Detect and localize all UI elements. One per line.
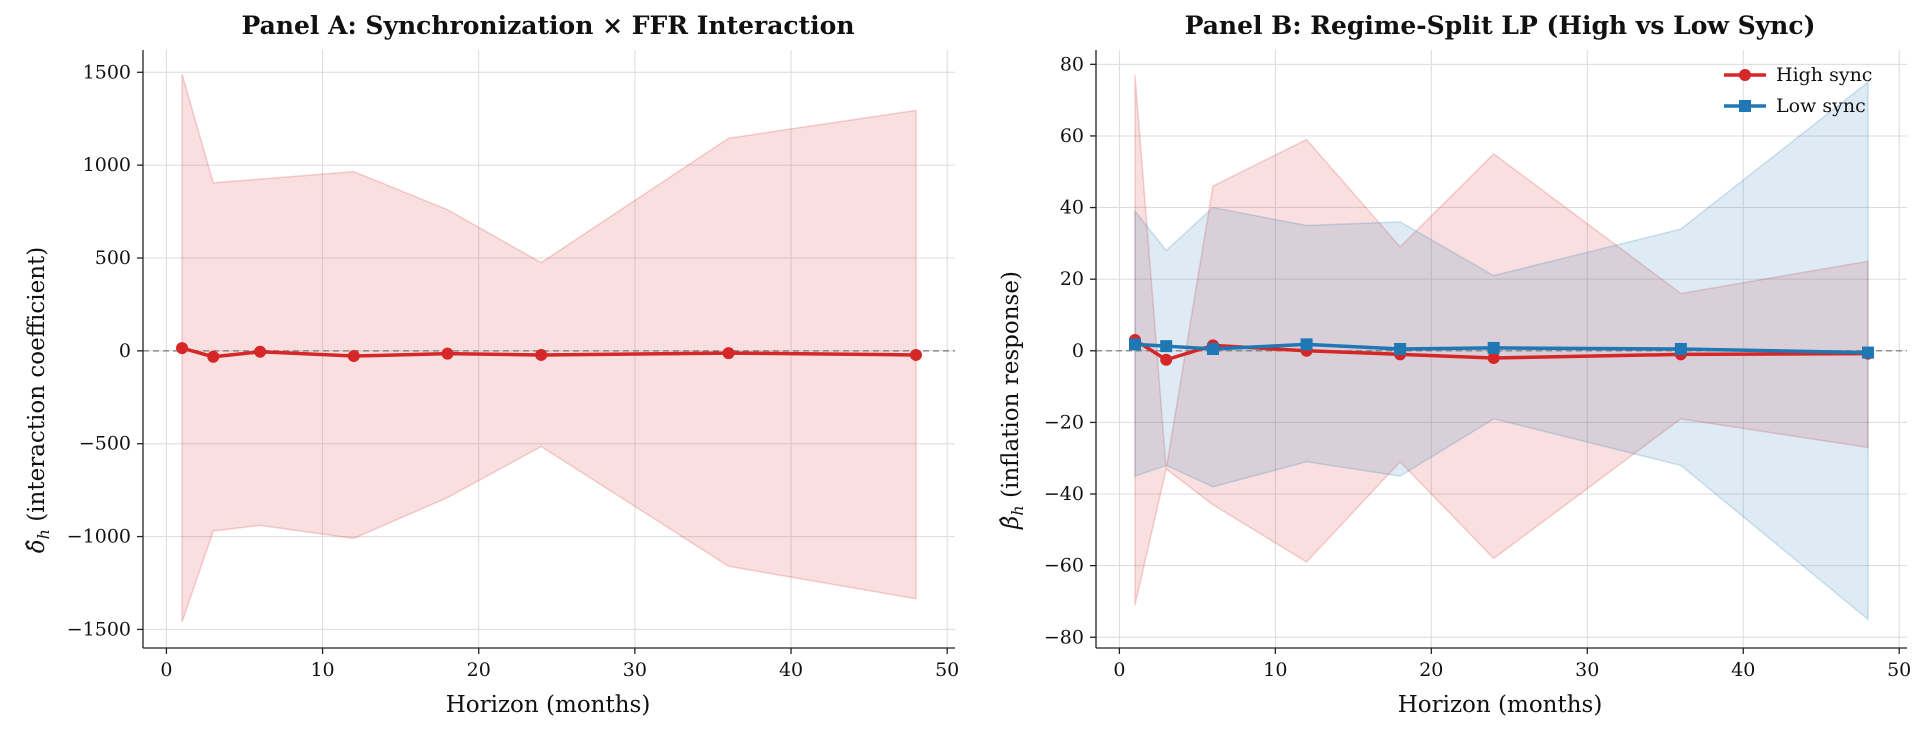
panel-a-series-0-point-4	[441, 347, 454, 360]
panel-a-series-0-point-2	[254, 345, 267, 358]
panel-b-legend-label-0: High sync	[1776, 64, 1872, 86]
panel-b-confidence-band-0	[1134, 75, 1869, 606]
panel-b-y-axis-text: (inflation response)	[998, 271, 1024, 498]
panel-a-title: Panel A: Synchronization × FFR Interacti…	[241, 11, 854, 40]
panel-a-series-0-point-7	[909, 348, 922, 361]
panel-a-chart: Panel A: Synchronization × FFR Interacti…	[24, 11, 959, 718]
panel-a-y-axis-subscript: h	[34, 529, 53, 539]
panel-b-y-tick-label-4: 0	[1072, 340, 1084, 362]
panel-b-y-tick-label-1: −60	[1044, 555, 1084, 577]
panel-a-y-axis-label: δ̂h (interaction coefficient)	[24, 247, 53, 554]
panel-b-series-line-1	[1134, 342, 1869, 355]
panel-a-x-tick-label-1: 10	[310, 659, 334, 681]
panel-a-x-axis-label: Horizon (months)	[446, 692, 651, 718]
panel-a-axes: 0 10 20 30 40 50 −1500 −1000 −500 0 500 1000 1500	[67, 50, 959, 681]
panel-b-x-tick-label-1: 10	[1263, 659, 1287, 681]
panel-a-series-0-point-0	[176, 342, 189, 355]
panel-b-series-line-0	[1134, 338, 1869, 362]
panel-a-y-tick-label-2: −500	[79, 433, 131, 455]
panel-b-series-1-point-0	[1128, 338, 1141, 351]
panel-b-legend-marker-0	[1739, 69, 1751, 81]
panel-a-x-tick-label-5: 50	[935, 659, 959, 681]
panel-a-y-tick-label-0: −1500	[67, 618, 131, 640]
panel-b-series-0-point-5	[1487, 351, 1500, 364]
panel-b-y-tick-label-6: 40	[1060, 197, 1084, 219]
panel-a-x-tick-label-3: 30	[623, 659, 647, 681]
panel-b-x-tick-label-4: 40	[1731, 659, 1755, 681]
panel-b-series-1-point-7	[1862, 346, 1875, 359]
panel-b-legend: High sync Low sync	[1724, 64, 1872, 117]
panel-a-series-0-point-1	[207, 350, 220, 363]
panel-a-y-axis-symbol: δ̂	[24, 539, 50, 553]
panel-a-series-0-point-3	[347, 350, 360, 363]
panel-b-y-axis-label: β̂h (inflation response)	[998, 271, 1027, 530]
panel-b-y-tick-label-3: −20	[1044, 411, 1084, 433]
panel-b-legend-marker-1	[1739, 100, 1751, 112]
panel-a-y-tick-label-1: −1000	[67, 526, 131, 548]
panel-a-y-tick-label-3: 0	[119, 340, 131, 362]
panel-a-y-tick-label-5: 1000	[83, 154, 131, 176]
panel-b-series-1-point-4	[1394, 343, 1407, 355]
panel-b-chart: Panel B: Regime-Split LP (High vs Low Sy…	[998, 11, 1911, 718]
panel-b-y-tick-label-5: 20	[1060, 268, 1084, 290]
panel-b-title: Panel B: Regime-Split LP (High vs Low Sy…	[1185, 11, 1816, 40]
panel-b-x-tick-label-5: 50	[1887, 659, 1911, 681]
panel-b-x-tick-label-3: 30	[1575, 659, 1599, 681]
panel-b-legend-label-1: Low sync	[1776, 95, 1866, 117]
panel-b-series-1-point-5	[1487, 341, 1500, 354]
panel-b-y-tick-label-2: −40	[1044, 483, 1084, 505]
panel-b-series-1-point-3	[1300, 338, 1313, 351]
panel-a-x-tick-label-0: 0	[160, 659, 172, 681]
panel-b-y-tick-label-0: −80	[1044, 626, 1084, 648]
panel-b-series-0-point-1	[1160, 353, 1173, 366]
panel-b-y-tick-label-8: 80	[1060, 53, 1084, 75]
panel-a-x-tick-label-4: 40	[779, 659, 803, 681]
panel-a-series-0-point-6	[722, 347, 735, 360]
panel-b-x-axis-label: Horizon (months)	[1398, 692, 1603, 718]
panel-a-confidence-band-0	[181, 73, 917, 623]
panel-a-y-tick-label-4: 500	[95, 247, 131, 269]
panel-a-y-axis-text: (interaction coefficient)	[24, 247, 50, 522]
panel-b-series-1-point-1	[1160, 340, 1173, 353]
panel-a-series-0-point-5	[535, 348, 548, 361]
panel-a-x-tick-label-2: 20	[467, 659, 491, 681]
panel-b-y-tick-label-7: 60	[1060, 125, 1084, 147]
panel-b-x-tick-label-0: 0	[1113, 659, 1125, 681]
panel-a-grid	[143, 50, 955, 648]
panel-b-series-1-point-2	[1206, 343, 1219, 355]
panel-a-series	[176, 342, 922, 363]
panel-a-y-tick-label-6: 1500	[83, 61, 131, 83]
panel-a-bands	[181, 73, 917, 623]
panel-b-axes: 0 10 20 30 40 50 −80 −60 −40 −20 0 20 40 60 80	[1044, 50, 1911, 681]
panel-b-series	[1128, 334, 1875, 366]
panel-b-x-tick-label-2: 20	[1419, 659, 1443, 681]
panel-b-y-axis-symbol: β̂	[998, 516, 1024, 530]
panel-b-y-axis-subscript: h	[1008, 505, 1027, 515]
panel-a-series-line-0	[181, 346, 916, 359]
panel-b-series-1-point-6	[1674, 343, 1687, 355]
